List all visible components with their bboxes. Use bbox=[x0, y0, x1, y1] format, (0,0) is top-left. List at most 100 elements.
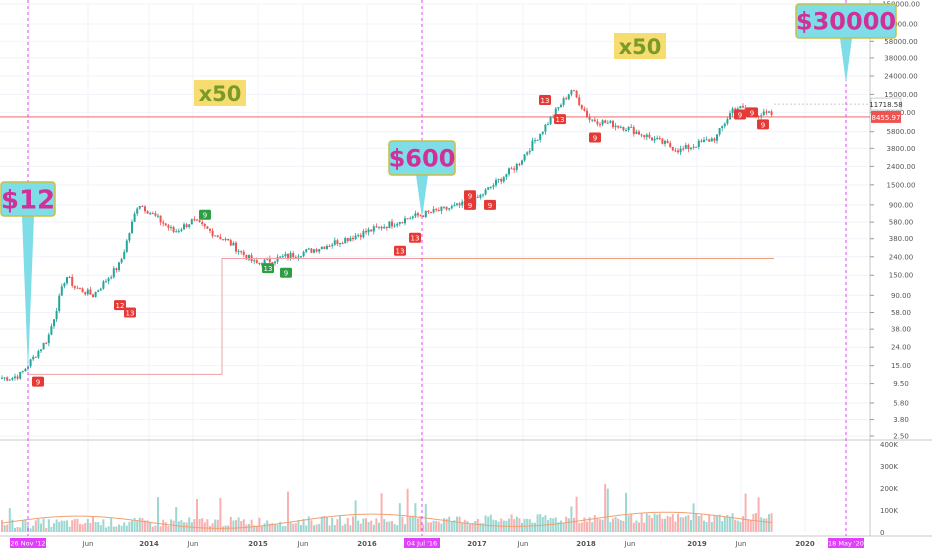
volume-tick-label: 400K bbox=[880, 441, 898, 449]
candle-body bbox=[287, 254, 289, 258]
candle-body bbox=[419, 215, 422, 217]
volume-bar bbox=[328, 525, 331, 532]
volume-bar bbox=[336, 519, 339, 532]
volume-bar bbox=[653, 513, 656, 532]
event-date-box bbox=[828, 538, 864, 548]
volume-bar bbox=[557, 522, 560, 532]
candle-body bbox=[21, 371, 24, 373]
candle-body bbox=[37, 351, 40, 358]
volume-bar bbox=[274, 524, 276, 532]
candle-body bbox=[253, 260, 256, 262]
volume-bar bbox=[162, 519, 165, 532]
candle-body bbox=[149, 213, 152, 215]
volume-bar bbox=[219, 497, 222, 532]
volume-bar bbox=[37, 518, 40, 532]
max-price-label-box bbox=[870, 97, 902, 111]
volume-bar bbox=[76, 518, 79, 532]
volume-bar bbox=[736, 520, 739, 532]
time-tick-label: Jun bbox=[297, 540, 309, 548]
candle-body bbox=[440, 206, 443, 211]
candle-body bbox=[297, 256, 300, 258]
setup-badge-label: 9 bbox=[750, 109, 754, 117]
candle-body bbox=[695, 146, 698, 148]
volume-bar bbox=[593, 515, 596, 532]
volume-bar bbox=[601, 519, 604, 532]
volume-bar bbox=[547, 520, 549, 532]
volume-bar bbox=[651, 518, 653, 532]
volume-bar bbox=[427, 522, 430, 532]
price-tick-label: 2400.00 bbox=[887, 163, 916, 171]
candle-body bbox=[151, 213, 154, 215]
candle-body bbox=[40, 349, 42, 352]
volume-bar bbox=[188, 517, 191, 532]
candle-body bbox=[349, 237, 352, 241]
candle-body bbox=[692, 146, 695, 148]
setup-badge bbox=[464, 199, 476, 210]
max-price-label: 11718.58 bbox=[869, 101, 902, 109]
event-date-label: 18 May '20 bbox=[828, 540, 864, 548]
candle-body bbox=[575, 90, 578, 98]
candle-body bbox=[736, 108, 739, 110]
candle-body bbox=[344, 238, 347, 244]
candle-body bbox=[453, 204, 456, 207]
volume-bar bbox=[359, 523, 362, 532]
multiplier-badge bbox=[194, 80, 246, 106]
volume-bar bbox=[518, 518, 521, 532]
volume-bar bbox=[440, 523, 443, 532]
candle-body bbox=[141, 206, 144, 208]
candle-body bbox=[164, 223, 167, 226]
candle-body bbox=[588, 116, 591, 120]
volume-axis: 400K 300K 200K 100K 0 bbox=[880, 441, 898, 537]
volume-bar bbox=[562, 522, 565, 532]
candle-body bbox=[245, 254, 248, 260]
volume-bar bbox=[352, 516, 354, 532]
candle-body bbox=[86, 289, 89, 295]
volume-bar bbox=[648, 515, 651, 532]
volume-bar bbox=[716, 516, 718, 532]
candle-body bbox=[60, 286, 63, 296]
volume-bar bbox=[216, 519, 219, 532]
setup-badge bbox=[280, 267, 292, 278]
volume-tick-label: 100K bbox=[880, 507, 898, 515]
volume-bar bbox=[3, 525, 6, 532]
volume-bar bbox=[422, 524, 425, 532]
price-tick-label: 900.00 bbox=[889, 201, 914, 209]
volume-bar bbox=[466, 520, 469, 532]
volume-bar bbox=[411, 515, 414, 532]
candle-body bbox=[120, 259, 123, 263]
volume-bar bbox=[692, 503, 695, 532]
candle-body bbox=[261, 263, 263, 266]
volume-bar bbox=[643, 522, 646, 532]
candle-body bbox=[448, 208, 451, 210]
volume-bar bbox=[703, 520, 705, 532]
candle-body bbox=[508, 168, 510, 175]
volume-bar bbox=[409, 515, 412, 532]
price-tick-label: 38000.00 bbox=[884, 54, 917, 62]
candle-body bbox=[380, 226, 383, 229]
volume-bar bbox=[32, 525, 35, 532]
volume-bar bbox=[206, 519, 209, 532]
time-axis: Jun 2014 Jun 2015 Jun 2016 2017 Jun 2018 Jun 2019 J… bbox=[10, 538, 864, 548]
candle-body bbox=[183, 224, 185, 230]
setup-badge-label: 9 bbox=[761, 121, 765, 129]
volume-bar bbox=[115, 526, 118, 532]
range-line bbox=[28, 257, 420, 375]
candle-body bbox=[333, 240, 336, 245]
volume-bar bbox=[640, 513, 643, 532]
volume-bar bbox=[752, 513, 755, 532]
candle-body bbox=[352, 237, 354, 240]
volume-tick-label: 0 bbox=[880, 529, 884, 537]
candle-body bbox=[690, 147, 692, 149]
candle-body bbox=[713, 138, 716, 141]
volume-bar bbox=[398, 503, 401, 532]
candle-body bbox=[63, 283, 66, 287]
candle-body bbox=[89, 289, 92, 295]
volume-bar bbox=[404, 524, 406, 532]
volume-bar bbox=[541, 517, 544, 532]
candle-body bbox=[547, 124, 549, 126]
candle-body bbox=[354, 235, 357, 240]
volume-bar bbox=[580, 522, 583, 532]
volume-bar bbox=[63, 520, 66, 532]
volume-bar bbox=[6, 524, 9, 532]
